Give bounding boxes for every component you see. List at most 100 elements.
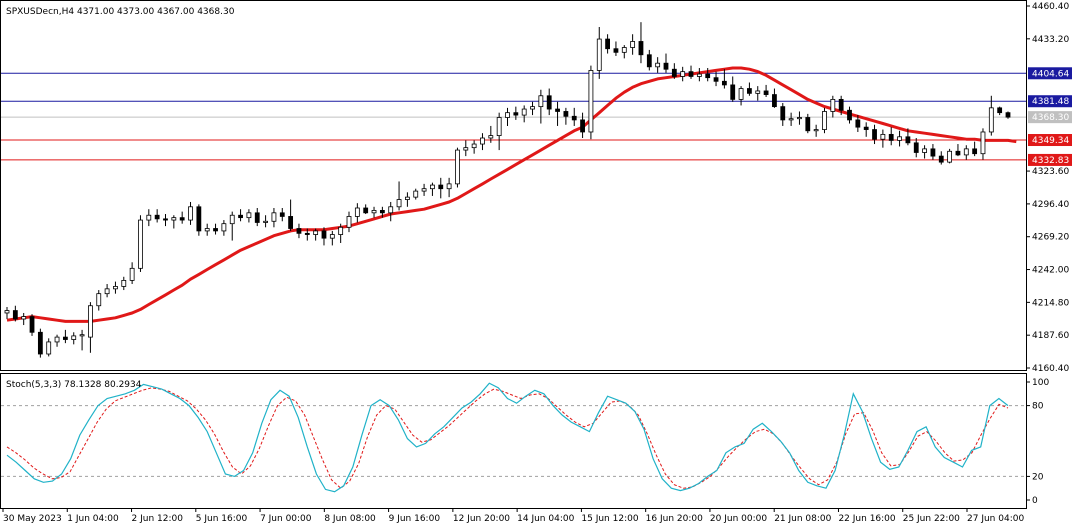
candle-body: [96, 293, 102, 307]
candle: [897, 130, 902, 147]
symbol-header: SPXUSDecn,H4 4371.00 4373.00 4367.00 436…: [6, 7, 235, 17]
candle: [688, 65, 694, 79]
candle-body: [396, 199, 402, 208]
stochastic-lines: [1, 382, 1026, 493]
candle-body: [254, 212, 260, 223]
candle-body: [721, 80, 727, 86]
candle: [129, 262, 135, 285]
candle: [671, 63, 677, 79]
candle-body: [555, 108, 560, 112]
price-pane[interactable]: [0, 0, 1027, 371]
candle: [88, 302, 93, 353]
candle-body: [146, 214, 152, 221]
candle: [304, 228, 310, 241]
candle: [179, 211, 185, 224]
candle-body: [563, 111, 569, 117]
candle-body: [638, 41, 644, 56]
candle: [797, 111, 802, 125]
stoch-pane[interactable]: [0, 373, 1027, 509]
candle: [913, 138, 919, 158]
candle-body: [46, 341, 52, 355]
candle-body: [813, 129, 819, 132]
candle-body: [588, 70, 594, 133]
candle: [271, 207, 277, 228]
level-label: 4404.64: [1032, 69, 1069, 79]
candle-body: [213, 228, 218, 232]
candle-body: [872, 129, 877, 140]
candle: [296, 223, 302, 239]
candle-body: [797, 117, 802, 120]
candle-body: [154, 214, 160, 220]
level-label: 4368.30: [1032, 113, 1069, 123]
candle: [455, 147, 460, 188]
candle-body: [730, 84, 736, 100]
candle: [338, 223, 344, 243]
time-tick-label: 14 Jun 04:00: [517, 514, 574, 524]
candle-body: [438, 184, 444, 190]
candle-body: [780, 106, 786, 121]
candle: [813, 124, 819, 137]
candles: [4, 22, 1011, 358]
level-lines: [1, 72, 1026, 161]
candle: [938, 151, 944, 165]
candle: [721, 69, 727, 89]
candle: [638, 22, 644, 64]
candle-body: [12, 310, 18, 320]
candle: [21, 312, 27, 326]
candle: [513, 106, 519, 120]
price-tick-label: 4160.40: [1032, 364, 1069, 374]
candle: [229, 211, 235, 241]
candle-body: [296, 228, 302, 234]
candle: [705, 68, 711, 82]
candle-body: [338, 226, 344, 235]
candle-body: [596, 38, 602, 71]
candle: [863, 122, 869, 137]
candle: [838, 95, 844, 116]
candle: [872, 124, 877, 145]
level-label-bg: [1028, 134, 1072, 147]
candle: [905, 128, 911, 146]
candle-body: [463, 147, 469, 151]
time-tick-label: 15 Jun 12:00: [581, 514, 638, 524]
candle-body: [863, 126, 869, 130]
candle: [254, 207, 260, 227]
candle-body: [980, 131, 986, 155]
time-tick-label: 1 Jun 04:00: [67, 514, 119, 524]
time-tick-label: 27 Jun 04:00: [967, 514, 1024, 524]
candle: [538, 89, 544, 124]
candle-body: [630, 41, 636, 48]
candle: [263, 215, 268, 228]
candle-body: [113, 286, 118, 290]
candle: [613, 41, 619, 56]
candle-body: [171, 217, 177, 221]
candle-body: [680, 71, 686, 77]
candle-body: [905, 136, 911, 144]
level-label: 4381.48: [1032, 97, 1069, 107]
candle-body: [830, 98, 836, 112]
candle: [363, 204, 369, 215]
candle-body: [505, 112, 510, 118]
candle: [1005, 111, 1011, 119]
candle: [46, 338, 52, 357]
candle: [221, 220, 227, 236]
candle: [246, 209, 252, 223]
candle-body: [755, 90, 761, 94]
candle-body: [4, 310, 10, 314]
candle-body: [329, 234, 335, 239]
candle: [763, 84, 769, 97]
candle: [663, 53, 669, 73]
candle-body: [79, 334, 85, 337]
candle: [588, 65, 594, 140]
candle: [146, 209, 152, 227]
candle-body: [121, 279, 127, 287]
candle-body: [913, 142, 919, 153]
candle-body: [238, 214, 243, 219]
candle: [947, 148, 953, 164]
candle-body: [997, 107, 1003, 114]
price-tick-label: 4242.00: [1032, 266, 1069, 276]
candle: [346, 211, 352, 233]
candle: [163, 214, 168, 227]
candle-body: [246, 212, 252, 219]
